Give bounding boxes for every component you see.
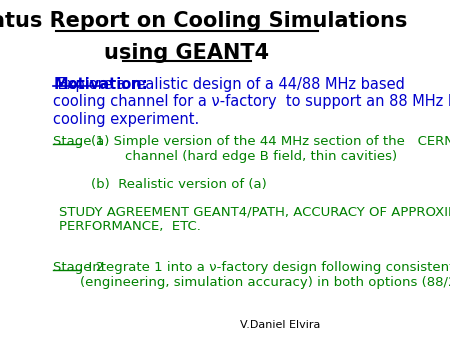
Text: (a) Simple version of the 44 MHz section of the   CERN cooling
        channel (: (a) Simple version of the 44 MHz section…: [91, 136, 450, 164]
Text: using GEANT4: using GEANT4: [104, 43, 270, 63]
Text: Status Report on Cooling Simulations: Status Report on Cooling Simulations: [0, 11, 408, 31]
Text: STUDY AGREEMENT GEANT4/PATH, ACCURACY OF APPROXIMATIONS,
PERFORMANCE,  ETC.: STUDY AGREEMENT GEANT4/PATH, ACCURACY OF…: [59, 205, 450, 233]
Text: Integrate 1 into a ν-factory design following consistent criteria
(engineering, : Integrate 1 into a ν-factory design foll…: [80, 261, 450, 289]
Text: Motivation:: Motivation:: [53, 77, 148, 92]
Text: Stage 2: Stage 2: [53, 261, 104, 274]
Text: Explore a realistic design of a 44/88 MHz based
cooling channel for a ν-factory : Explore a realistic design of a 44/88 MH…: [53, 77, 450, 127]
Text: V.Daniel Elvira: V.Daniel Elvira: [240, 320, 321, 330]
Text: (b)  Realistic version of (a): (b) Realistic version of (a): [91, 178, 267, 191]
Text: Stage 1: Stage 1: [53, 136, 104, 148]
